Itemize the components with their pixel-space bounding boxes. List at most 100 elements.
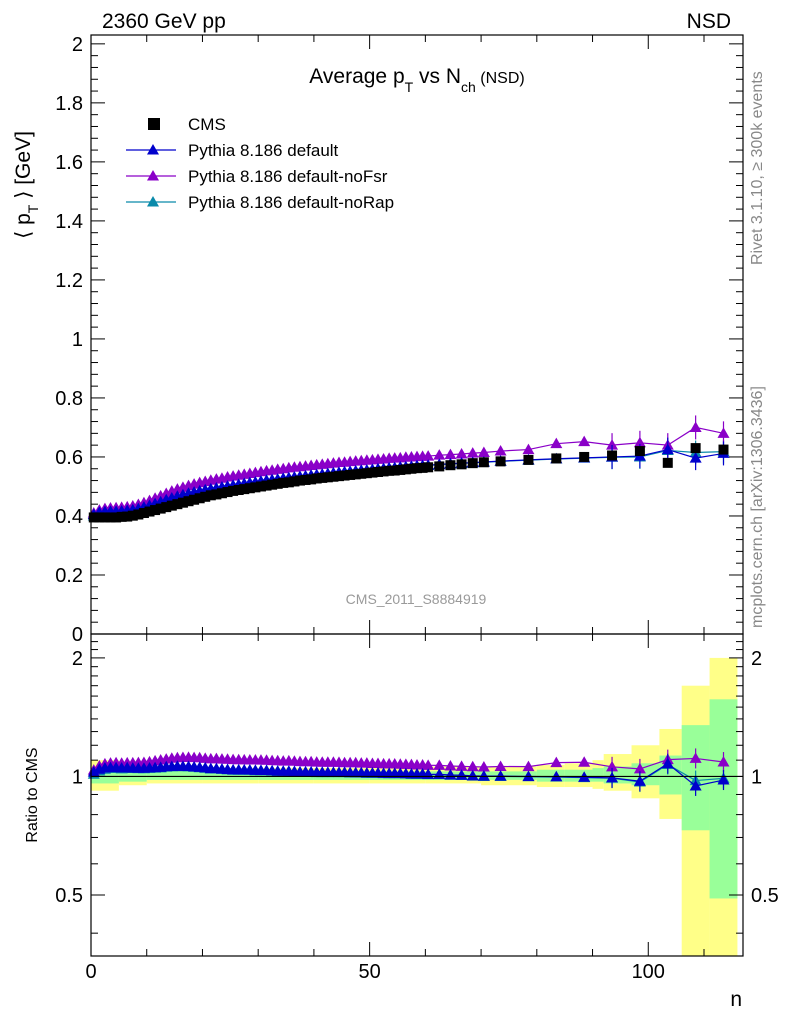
ratio-point bbox=[455, 769, 468, 780]
main-point bbox=[550, 437, 563, 449]
ratio-ytick-label-right: 2 bbox=[751, 648, 762, 670]
ratio-point bbox=[455, 760, 468, 771]
main-point-cms bbox=[417, 462, 428, 473]
main-point-cms bbox=[384, 465, 395, 476]
main-ylabel-sub: T bbox=[25, 204, 41, 213]
legend-marker bbox=[147, 196, 159, 207]
main-point-cms bbox=[261, 480, 272, 491]
legend-entry: Pythia 8.186 default-noRap bbox=[188, 193, 394, 212]
main-point bbox=[717, 427, 730, 438]
main-point-cms bbox=[434, 461, 445, 472]
main-point bbox=[466, 447, 479, 458]
header-right-label: NSD bbox=[687, 10, 731, 33]
ratio-point bbox=[444, 760, 457, 771]
main-point-cms bbox=[189, 494, 200, 505]
main-point-cms bbox=[222, 487, 233, 498]
ratio-ytick-label: 1 bbox=[72, 766, 83, 788]
main-point-cms bbox=[372, 467, 383, 478]
main-ytick-label: 0.6 bbox=[55, 447, 83, 469]
main-point-cms bbox=[255, 481, 266, 492]
main-point-cms bbox=[289, 476, 300, 487]
main-point-cms bbox=[267, 479, 278, 490]
main-point bbox=[633, 436, 646, 448]
ratio-xtick-label: 100 bbox=[632, 961, 665, 983]
ratio-xtick-label: 0 bbox=[85, 961, 96, 983]
ratio-point bbox=[717, 756, 730, 767]
main-point-cms bbox=[367, 467, 378, 478]
ratio-point bbox=[689, 752, 702, 763]
ratio-uncertainty-bands bbox=[91, 657, 738, 956]
main-point-cms bbox=[172, 499, 183, 510]
main-point-cms bbox=[311, 473, 322, 484]
main-point-cms bbox=[150, 505, 161, 516]
band-green bbox=[146, 771, 203, 780]
legend: CMS Pythia 8.186 default Pythia 8.186 defa… bbox=[126, 115, 394, 212]
main-point bbox=[578, 435, 591, 447]
main-point-cms bbox=[378, 466, 389, 477]
main-ylabel: ⟨ pT ⟩ [GeV] bbox=[12, 131, 41, 239]
main-point-cms bbox=[579, 451, 590, 462]
ratio-point bbox=[633, 775, 646, 786]
main-ytick-label: 1.4 bbox=[55, 211, 83, 233]
main-point-cms bbox=[333, 471, 344, 482]
main-point-cms bbox=[122, 511, 133, 522]
main-point-cms bbox=[551, 453, 562, 464]
main-point-cms bbox=[105, 512, 116, 523]
main-ytick-label: 1.8 bbox=[55, 93, 83, 115]
main-point-cms bbox=[88, 512, 99, 523]
main-point-cms bbox=[211, 489, 222, 500]
main-ylabel-open: ⟨ p bbox=[12, 213, 35, 239]
main-point-cms bbox=[183, 496, 194, 507]
ratio-point bbox=[433, 759, 446, 770]
ratio-ytick-label-right: 0.5 bbox=[751, 885, 779, 907]
main-point-cms bbox=[350, 469, 361, 480]
main-title-sub2: ch bbox=[461, 79, 476, 95]
main-point-cms bbox=[406, 463, 417, 474]
main-point-cms bbox=[239, 484, 250, 495]
main-point-cms bbox=[155, 503, 166, 514]
main-point-cms bbox=[456, 459, 467, 470]
main-point-cms bbox=[423, 462, 434, 473]
watermark: CMS_2011_S8884919 bbox=[346, 591, 487, 607]
main-ytick-label: 2 bbox=[72, 34, 83, 56]
main-point-cms bbox=[718, 444, 729, 455]
main-point-cms bbox=[445, 460, 456, 471]
ratio-point bbox=[466, 769, 479, 781]
main-ytick-label: 0.4 bbox=[55, 506, 83, 528]
main-point-cms bbox=[495, 456, 506, 467]
legend-marker bbox=[147, 144, 159, 155]
main-title-mid: vs N bbox=[413, 65, 461, 88]
main-point bbox=[422, 450, 435, 461]
main-point-cms bbox=[166, 500, 177, 511]
main-point-cms bbox=[205, 490, 216, 501]
ratio-ytick-label-right: 1 bbox=[751, 766, 762, 788]
main-point-cms bbox=[111, 512, 122, 523]
main-point-cms bbox=[306, 474, 317, 485]
main-point-cms bbox=[161, 502, 172, 513]
main-point-cms bbox=[478, 457, 489, 468]
band-green bbox=[564, 769, 593, 782]
main-point-cms bbox=[467, 458, 478, 469]
main-point bbox=[494, 445, 507, 456]
legend-marker bbox=[147, 170, 159, 181]
main-point-cms bbox=[233, 485, 244, 496]
main-point-cms bbox=[345, 469, 356, 480]
main-title-post: (NSD) bbox=[476, 70, 525, 87]
ratio-point bbox=[494, 760, 507, 772]
band-green bbox=[536, 769, 565, 782]
main-point bbox=[689, 452, 702, 463]
main-point-cms bbox=[328, 471, 339, 482]
main-point bbox=[433, 449, 446, 460]
band-green bbox=[592, 768, 604, 782]
ratio-point bbox=[689, 779, 702, 791]
mcplots-label: mcplots.cern.ch [arXiv:1306.3436] bbox=[749, 386, 766, 628]
main-ytick-label: 1 bbox=[72, 329, 83, 351]
ratio-point bbox=[477, 761, 490, 772]
main-point-cms bbox=[99, 512, 110, 523]
main-point bbox=[444, 448, 457, 460]
main-ytick-label: 0 bbox=[72, 624, 83, 646]
ratio-point bbox=[466, 760, 479, 772]
ratio-point bbox=[606, 771, 619, 783]
main-point-cms bbox=[339, 470, 350, 481]
main-ylabel-close: ⟩ [GeV] bbox=[12, 131, 35, 205]
